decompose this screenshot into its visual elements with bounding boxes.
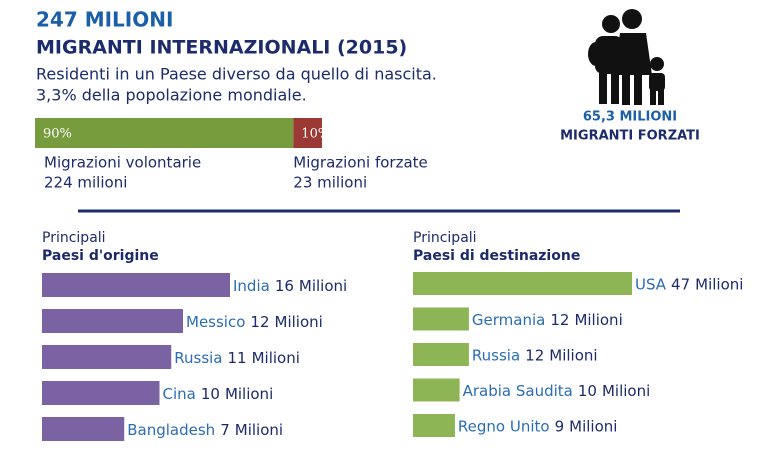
- unit-label: Milioni: [602, 382, 650, 400]
- forced-value: 65,3 MILIONI: [583, 110, 677, 125]
- category-label: Cina: [163, 385, 196, 403]
- stacked-segment: [293, 118, 322, 148]
- forced-label: MIGRANTI FORZATI: [560, 129, 700, 144]
- segment-label: 90%: [43, 127, 72, 142]
- chart-subtitle: Principali: [42, 230, 106, 246]
- bar-label: Russia 12 Milioni: [472, 346, 598, 364]
- value-label: 16: [275, 277, 294, 295]
- bar-label: Bangladesh 7 Milioni: [127, 421, 283, 439]
- legend-detail: 23 milioni: [293, 174, 367, 192]
- bar-label: Messico 12 Milioni: [186, 313, 323, 331]
- value-label: 11: [228, 349, 247, 367]
- unit-label: Milioni: [235, 421, 283, 439]
- bar-label: Cina 10 Milioni: [163, 385, 274, 403]
- bar: [42, 381, 160, 405]
- family-icon: [588, 9, 665, 105]
- subtitle: 3,3% della popolazione mondiale.: [36, 86, 307, 105]
- bar: [413, 414, 455, 437]
- unit-label: Milioni: [252, 349, 300, 367]
- value-label: 12: [550, 311, 569, 329]
- bar: [42, 417, 125, 441]
- legend-name: Migrazioni volontarie: [44, 154, 201, 172]
- headline: 247 MILIONI: [36, 8, 173, 32]
- unit-label: Milioni: [225, 385, 273, 403]
- legend-name: Migrazioni forzate: [293, 154, 427, 172]
- segment-label: 10%: [301, 127, 330, 142]
- category-label: Messico: [186, 313, 245, 331]
- chart-title: Paesi d'origine: [42, 248, 159, 264]
- legend-detail: 224 milioni: [44, 174, 127, 192]
- bar-label: USA 47 Milioni: [635, 275, 743, 293]
- value-label: 10: [201, 385, 220, 403]
- category-label: Regno Unito: [458, 417, 550, 435]
- bar: [413, 307, 469, 331]
- bar: [42, 345, 172, 369]
- bar: [42, 273, 230, 297]
- unit-label: Milioni: [569, 417, 617, 435]
- unit-label: Milioni: [695, 275, 743, 293]
- category-label: Russia: [174, 349, 222, 367]
- unit-label: Milioni: [299, 277, 347, 295]
- bar-label: Arabia Saudita 10 Milioni: [463, 382, 651, 400]
- subtitle: Residenti in un Paese diverso da quello …: [36, 65, 437, 84]
- stacked-segment: [35, 118, 294, 148]
- value-label: 9: [555, 417, 565, 435]
- unit-label: Milioni: [275, 313, 323, 331]
- bar: [42, 309, 183, 333]
- value-label: 10: [578, 382, 597, 400]
- category-label: Arabia Saudita: [463, 382, 573, 400]
- value-label: 47: [671, 275, 690, 293]
- chart-subtitle: Principali: [413, 230, 477, 246]
- bar: [413, 343, 469, 366]
- bar-label: Germania 12 Milioni: [472, 311, 623, 329]
- value-label: 7: [220, 421, 230, 439]
- unit-label: Milioni: [574, 311, 622, 329]
- bar-label: Regno Unito 9 Milioni: [458, 417, 618, 435]
- bar: [413, 378, 460, 402]
- value-label: 12: [250, 313, 269, 331]
- bar-label: Russia 11 Milioni: [174, 349, 300, 367]
- bar: [413, 272, 632, 295]
- chart-title: Paesi di destinazione: [413, 248, 580, 264]
- category-label: India: [233, 277, 270, 295]
- value-label: 12: [525, 346, 544, 364]
- unit-label: Milioni: [549, 346, 597, 364]
- title: MIGRANTI INTERNAZIONALI (2015): [36, 37, 407, 59]
- category-label: USA: [635, 275, 667, 293]
- category-label: Bangladesh: [127, 421, 215, 439]
- category-label: Germania: [472, 311, 545, 329]
- category-label: Russia: [472, 346, 520, 364]
- bar-label: India 16 Milioni: [233, 277, 347, 295]
